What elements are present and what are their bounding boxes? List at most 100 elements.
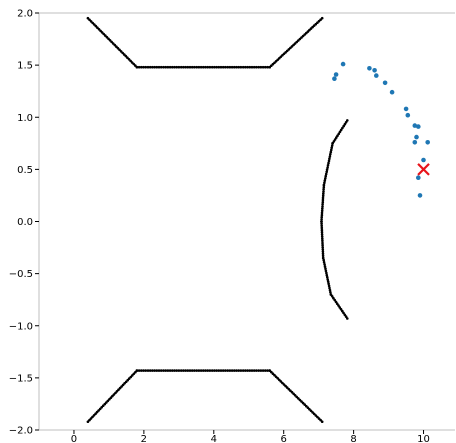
boundary-dot [219, 369, 223, 372]
boundary-dot [86, 420, 90, 424]
scatter-point [332, 76, 337, 81]
boundary-dot [329, 291, 332, 294]
boundary-dot [137, 369, 141, 372]
boundary-dot [199, 369, 203, 372]
boundary-dot [135, 65, 139, 69]
boundary-dot [328, 286, 331, 290]
scatter-point [389, 89, 395, 95]
boundary-dot [117, 388, 120, 392]
boundary-dot [321, 243, 324, 247]
boundary-dot [159, 369, 163, 372]
boundary-dot [266, 369, 269, 372]
scatter-points [332, 61, 431, 198]
boundary-dot [321, 241, 324, 245]
boundary-dot [100, 31, 104, 34]
boundary-dot [119, 50, 123, 53]
boundary-dot [105, 35, 109, 39]
boundary-dot [321, 207, 324, 210]
boundary-dot [321, 198, 325, 202]
boundary-dot [270, 370, 273, 374]
boundary-dot [228, 65, 232, 69]
boundary-dot [162, 369, 165, 372]
boundary-dot [300, 400, 303, 403]
boundary-dot [217, 369, 221, 372]
boundary-dot [193, 65, 196, 69]
boundary-dot [88, 18, 91, 22]
boundary-dot [177, 65, 181, 69]
boundary-dot [113, 43, 117, 47]
boundary-dot [134, 64, 137, 67]
boundary-dot [324, 172, 328, 176]
boundary-dot [321, 239, 324, 243]
boundary-dot [233, 65, 236, 69]
boundary-dot [329, 153, 332, 156]
boundary-dot [321, 252, 325, 255]
boundary-dot [171, 369, 174, 372]
boundary-dot [188, 369, 192, 372]
boundary-dot [237, 65, 240, 69]
boundary-dot [320, 226, 324, 230]
boundary-dot [335, 302, 339, 306]
boundary-dot [226, 65, 229, 69]
boundary-dot [250, 369, 254, 372]
boundary-dot [261, 65, 265, 69]
boundary-dot [91, 415, 94, 419]
boundary-dot [164, 369, 167, 372]
boundary-dot [322, 183, 326, 187]
boundary-dot [276, 377, 280, 380]
boundary-dot [320, 230, 324, 234]
boundary-dot [182, 369, 185, 372]
boundary-dot [112, 393, 116, 396]
boundary-dot [321, 246, 325, 249]
boundary-dot [157, 65, 161, 69]
boundary-dot [164, 65, 167, 69]
boundary-dot [337, 304, 340, 307]
scatter-point [367, 66, 372, 71]
scatter-point [412, 140, 418, 145]
x-tick-label: 4 [211, 434, 217, 443]
boundary-dot [142, 65, 145, 69]
boundary-dot [322, 261, 326, 264]
boundary-dot [321, 196, 325, 200]
y-tick-label: 1.5 [17, 61, 33, 72]
boundary-dot [173, 369, 176, 372]
boundary-dot [252, 65, 256, 69]
boundary-dot [327, 284, 331, 288]
boundary-dot [248, 65, 252, 69]
boundary-dot [86, 16, 90, 20]
boundary-dot [239, 369, 243, 372]
boundary-dot [157, 369, 161, 372]
y-tick-label: −0.5 [9, 269, 33, 280]
boundary-dot [321, 203, 324, 206]
scatter-point [374, 73, 379, 78]
boundary-dot [197, 369, 201, 372]
boundary-dot [182, 65, 185, 69]
boundary-dot [177, 369, 181, 372]
boundary-dot [328, 288, 332, 292]
boundary-dot [186, 369, 190, 372]
boundary-dot [337, 132, 341, 136]
boundary-dot [328, 155, 332, 158]
boundary-dot [321, 256, 325, 260]
boundary-dot [175, 369, 178, 372]
boundary-dot [190, 65, 194, 69]
boundary-dot [127, 58, 131, 61]
boundary-dot [204, 65, 207, 69]
boundary-dot [255, 65, 258, 69]
boundary-dot [322, 185, 326, 189]
boundary-dot [316, 415, 319, 419]
boundary-dot [329, 293, 333, 296]
x-tick-label: 2 [141, 434, 147, 443]
boundary-dot [343, 313, 347, 317]
boundary-dot [303, 403, 307, 406]
boundary-dot [320, 233, 324, 236]
axis-ticks: 0 2 4 6 8 10 −2.0 −1.5 −1.0 −0.5 0.0 0.5 1.0 1.5 2.0 [9, 9, 430, 443]
boundary-dot [325, 271, 328, 275]
scatter-point [382, 80, 388, 86]
boundary-dot [323, 179, 327, 182]
boundary-dot [320, 222, 323, 225]
boundary-dot [106, 399, 110, 403]
boundary-dot [248, 369, 252, 372]
boundary-dot [184, 369, 187, 372]
